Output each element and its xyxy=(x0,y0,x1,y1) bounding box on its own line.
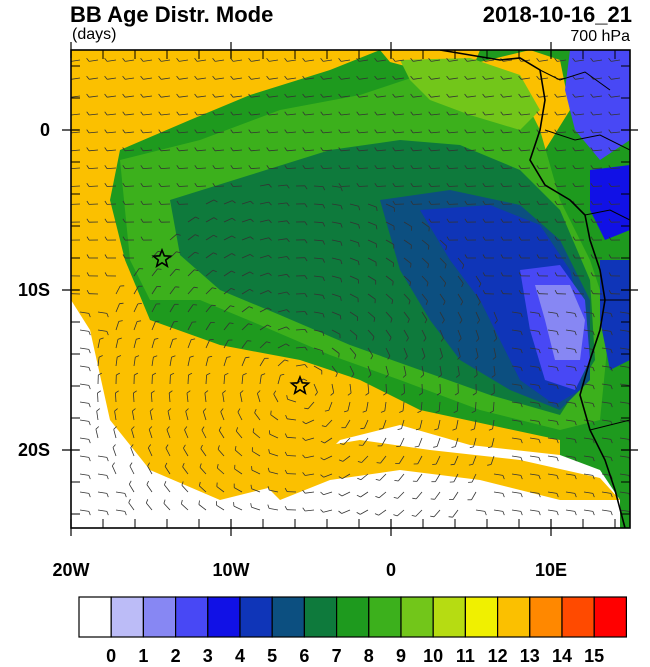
colorbar-label: 7 xyxy=(331,646,342,666)
colorbar-label: 12 xyxy=(487,646,508,666)
y-label-0: 0 xyxy=(39,120,50,140)
x-label-20w: 20W xyxy=(52,560,90,580)
colorbar-label: 3 xyxy=(202,646,213,666)
fill-orange-south-band xyxy=(250,440,620,500)
colorbar-label: 1 xyxy=(138,646,149,666)
colorbar-box xyxy=(239,596,273,638)
star-marker xyxy=(289,374,311,395)
colorbar xyxy=(78,596,628,638)
colorbar-box xyxy=(303,596,338,638)
y-label-20s: 20S xyxy=(17,440,50,460)
x-label-10w: 10W xyxy=(212,560,250,580)
colorbar-box xyxy=(464,596,499,638)
wind-barbs xyxy=(71,58,630,518)
map-frame xyxy=(70,49,631,529)
colorbar-label: 8 xyxy=(363,646,374,666)
colorbar-label: 14 xyxy=(551,646,573,666)
colorbar-label: 5 xyxy=(267,646,278,666)
colorbar-label: 0 xyxy=(106,646,117,666)
colorbar-box xyxy=(110,596,144,638)
fill-green-light-north xyxy=(400,58,540,130)
colorbar-label: 2 xyxy=(170,646,181,666)
colorbar-box xyxy=(368,596,402,638)
colorbar-box xyxy=(593,596,628,638)
colorbar-box xyxy=(561,596,595,638)
colorbar-box xyxy=(142,596,177,638)
y-label-10s: 10S xyxy=(17,280,50,300)
map-title: BB Age Distr. Mode xyxy=(70,2,274,27)
x-label-10e: 10E xyxy=(534,560,568,580)
fill-orange-west xyxy=(71,50,560,528)
pressure-level-label: 700 hPa xyxy=(570,28,630,45)
colorbar-label: 9 xyxy=(395,646,406,666)
colorbar-label: 10 xyxy=(423,646,444,666)
units-label: (days) xyxy=(72,26,117,43)
x-label-0: 0 xyxy=(385,560,396,580)
colorbar-box xyxy=(207,596,241,638)
date-label: 2018-10-16_21 xyxy=(482,2,632,27)
colorbar-label: 4 xyxy=(234,646,245,666)
colorbar-box xyxy=(400,596,434,638)
colorbar-box xyxy=(175,596,209,638)
colorbar-box xyxy=(336,596,370,638)
colorbar-box xyxy=(432,596,467,638)
fill-light-blue-inner xyxy=(535,285,585,360)
colorbar-box xyxy=(497,596,531,638)
colorbar-label: 15 xyxy=(584,646,605,666)
colorbar-label: 13 xyxy=(519,646,540,666)
star-marker xyxy=(151,247,173,268)
fill-blue-continent-south xyxy=(600,260,630,370)
country-borders xyxy=(539,69,630,431)
colorbar-box xyxy=(529,596,563,638)
map-panel xyxy=(71,50,630,528)
colorbar-label: 6 xyxy=(299,646,310,666)
minor-ticks xyxy=(70,50,630,528)
colorbar-box xyxy=(271,596,306,638)
colorbar-box xyxy=(78,596,112,638)
colorbar-label: 11 xyxy=(455,646,475,666)
